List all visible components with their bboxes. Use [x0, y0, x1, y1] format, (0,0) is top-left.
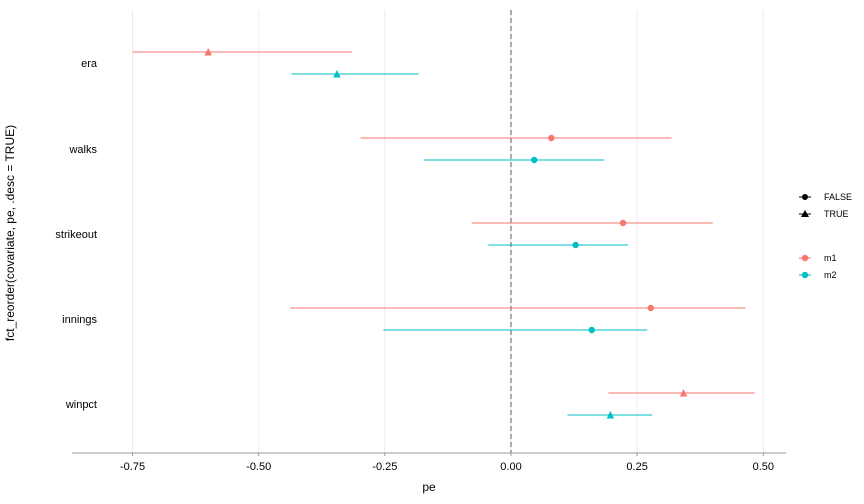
legend-shape-label: FALSE: [824, 192, 852, 202]
legend: FALSE TRUE m1 m2: [799, 192, 852, 280]
legend-color-key-point: [801, 254, 809, 262]
legend-circle-icon: [802, 194, 808, 200]
point-m2-strikeout: [572, 241, 579, 249]
legend-color-key-point: [801, 271, 809, 279]
y-tick-label: strikeout: [55, 229, 97, 241]
point-m1-strikeout: [619, 219, 627, 227]
point-m1-era: [204, 48, 212, 56]
x-tick-label: 0.50: [753, 461, 774, 473]
y-tick-label: winpct: [65, 399, 97, 411]
y-tick-label: innings: [62, 314, 97, 326]
x-tick-label: 0.25: [626, 461, 647, 473]
legend-color-label: m2: [824, 270, 837, 280]
y-tick-label: era: [81, 58, 98, 70]
axis-layer: -0.75 -0.50 -0.25 0.00 0.25 0.50 era walks strik…: [55, 58, 786, 473]
data-layer: [132, 48, 755, 419]
y-tick-label: walks: [68, 144, 97, 156]
point-m1-walks: [548, 134, 555, 142]
x-tick-label: 0.00: [500, 461, 521, 473]
x-tick-label: -0.75: [120, 461, 145, 473]
x-tick-label: -0.50: [246, 461, 271, 473]
x-axis-title: pe: [422, 480, 436, 494]
point-m1-winpct: [679, 389, 688, 397]
y-axis-title: fct_reorder(covariate, pe, .desc = TRUE): [3, 125, 17, 341]
legend-color-label: m1: [824, 253, 837, 263]
point-m2-winpct: [606, 411, 615, 419]
legend-triangle-icon: [801, 210, 809, 217]
point-m2-era: [333, 70, 341, 78]
point-m2-innings: [588, 326, 595, 334]
legend-shape-label: TRUE: [824, 209, 849, 219]
point-m1-innings: [647, 304, 654, 312]
grid-layer: [132, 10, 764, 453]
x-tick-label: -0.25: [372, 461, 397, 473]
point-m2-walks: [531, 156, 538, 164]
